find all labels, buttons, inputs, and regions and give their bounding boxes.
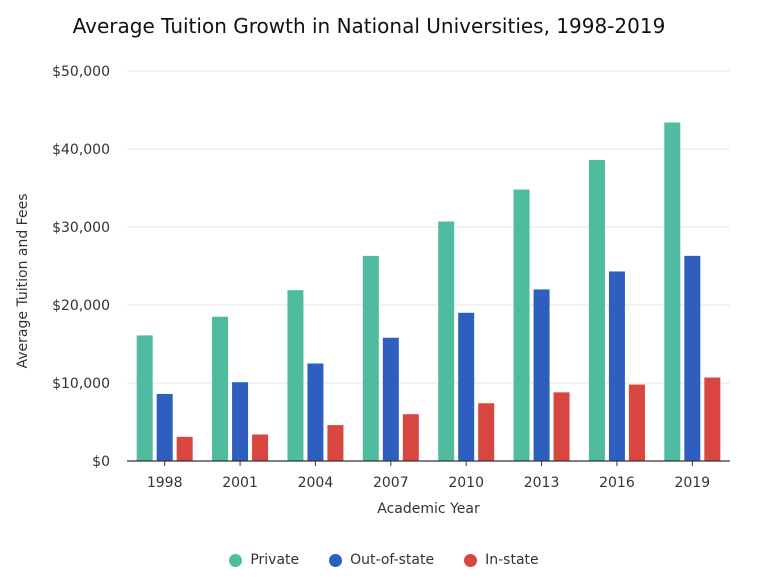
bar-private-2013 xyxy=(513,189,530,461)
legend-swatch-private xyxy=(229,553,243,567)
y-tick-label: $0 xyxy=(92,454,110,470)
y-tick-labels: $0 $10,000 $20,000 $30,000 $40,000 $50,000 xyxy=(52,64,110,470)
bar-out-of-state-2001 xyxy=(232,382,249,461)
y-tick-label: $40,000 xyxy=(52,142,110,158)
legend-label-in-state: In-state xyxy=(485,552,539,568)
bar-out-of-state-2007 xyxy=(382,337,399,461)
y-tick-label: $50,000 xyxy=(52,64,110,80)
bar-out-of-state-2010 xyxy=(458,312,475,461)
legend-swatch-out-of-state xyxy=(329,553,343,567)
legend-swatch-in-state xyxy=(464,553,478,567)
chart-title: Average Tuition Growth in National Unive… xyxy=(72,14,666,38)
x-tick-labels: 1998 2001 2004 2007 2010 2013 2016 2019 xyxy=(147,461,710,491)
bar-out-of-state-2013 xyxy=(533,289,550,461)
bar-private-2019 xyxy=(664,122,681,461)
bar-out-of-state-2004 xyxy=(307,363,324,461)
bar-in-state-2010 xyxy=(478,403,495,461)
bar-in-state-2001 xyxy=(252,434,269,461)
bar-in-state-1998 xyxy=(176,436,193,461)
x-tick-label: 2007 xyxy=(373,475,409,491)
bar-private-1998 xyxy=(136,335,153,461)
bar-out-of-state-2016 xyxy=(608,271,625,461)
legend: Private Out-of-state In-state xyxy=(0,552,768,568)
x-axis-label: Academic Year xyxy=(377,501,480,517)
legend-item-in-state: In-state xyxy=(464,552,539,568)
x-tick-label: 2013 xyxy=(524,475,560,491)
x-tick-label: 2019 xyxy=(674,475,710,491)
x-tick-label: 2004 xyxy=(298,475,334,491)
bar-in-state-2007 xyxy=(402,414,419,461)
bar-private-2010 xyxy=(438,221,455,461)
y-axis-label: Average Tuition and Fees xyxy=(15,194,31,369)
bar-in-state-2016 xyxy=(628,384,645,461)
bar-out-of-state-2019 xyxy=(684,255,701,461)
bar-private-2004 xyxy=(287,290,304,461)
x-tick-label: 1998 xyxy=(147,475,183,491)
y-tick-label: $10,000 xyxy=(52,376,110,392)
bars xyxy=(136,122,721,462)
bar-out-of-state-1998 xyxy=(156,393,173,461)
bar-in-state-2019 xyxy=(704,377,721,461)
bar-in-state-2013 xyxy=(553,392,570,461)
legend-item-out-of-state: Out-of-state xyxy=(329,552,434,568)
bar-chart: $0 $10,000 $20,000 $30,000 $40,000 $50,000 19… xyxy=(15,64,730,517)
bar-private-2007 xyxy=(362,255,379,461)
bar-in-state-2004 xyxy=(327,425,344,461)
bar-private-2001 xyxy=(212,316,229,461)
legend-item-private: Private xyxy=(229,552,299,568)
y-tick-label: $30,000 xyxy=(52,220,110,236)
legend-label-out-of-state: Out-of-state xyxy=(350,552,435,568)
y-tick-label: $20,000 xyxy=(52,298,110,314)
x-tick-label: 2001 xyxy=(222,475,258,491)
bar-private-2016 xyxy=(588,159,605,462)
legend-label-private: Private xyxy=(250,552,300,568)
x-tick-label: 2016 xyxy=(599,475,635,491)
x-tick-label: 2010 xyxy=(448,475,484,491)
